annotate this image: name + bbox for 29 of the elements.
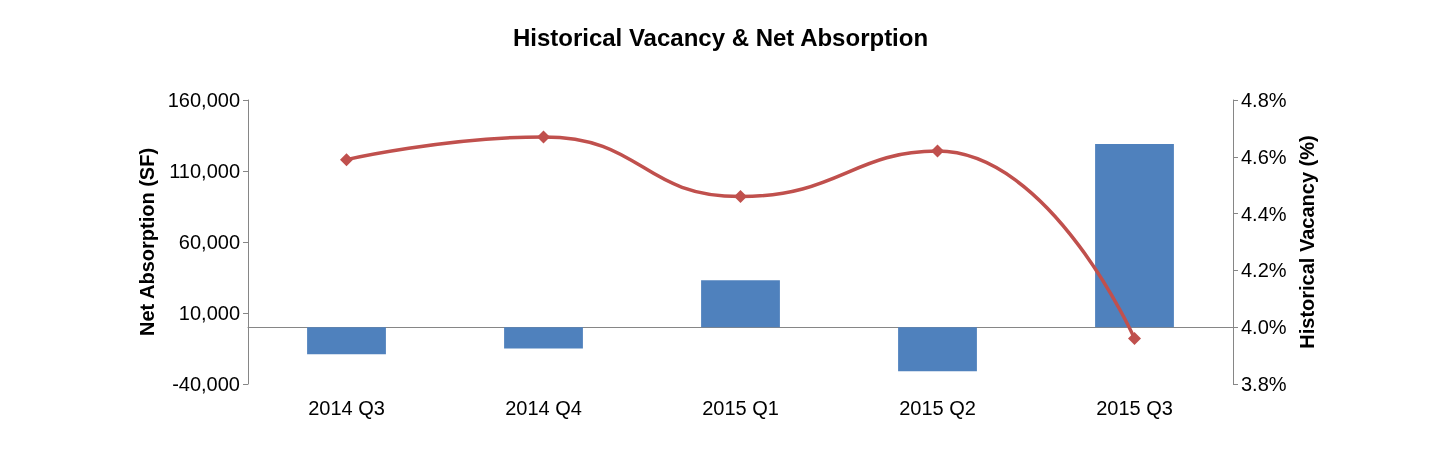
- y2-tick-label: 3.8%: [1241, 373, 1287, 395]
- bar: [1095, 144, 1174, 328]
- bar: [898, 327, 977, 372]
- y-tick-label: 60,000: [178, 231, 240, 253]
- point: [537, 130, 550, 144]
- bar: [504, 327, 583, 349]
- y-axis-title: Net Absorption (SF): [135, 147, 158, 337]
- x-tick-label: 2015 Q1: [702, 397, 779, 419]
- y2-tick-label: 4.8%: [1241, 89, 1287, 111]
- point: [931, 144, 944, 158]
- y-tick-label: 160,000: [167, 89, 240, 111]
- bar: [701, 280, 780, 328]
- x-tick-label: 2015 Q3: [1096, 397, 1173, 419]
- y-tick-label: 110,000: [169, 160, 240, 182]
- y2-axis-title: Historical Vacancy (%): [1296, 135, 1319, 349]
- x-tick-label: 2014 Q4: [505, 397, 582, 419]
- point: [734, 190, 747, 204]
- y2-tick-label: 4.4%: [1241, 202, 1287, 225]
- x-tick-label: 2015 Q2: [899, 397, 976, 419]
- y2-tick-label: 4.0%: [1241, 316, 1287, 339]
- y-tick-label: 10,000: [178, 302, 240, 324]
- y2-tick-label: 4.6%: [1241, 145, 1287, 168]
- point: [1128, 332, 1141, 346]
- chart-title: Historical Vacancy & Net Absorption: [512, 23, 929, 51]
- y2-tick-label: 4.2%: [1241, 259, 1287, 282]
- bar: [307, 327, 386, 355]
- x-tick-label: 2014 Q3: [308, 397, 385, 419]
- y-tick-label: -40,000: [172, 373, 240, 395]
- point: [340, 153, 353, 167]
